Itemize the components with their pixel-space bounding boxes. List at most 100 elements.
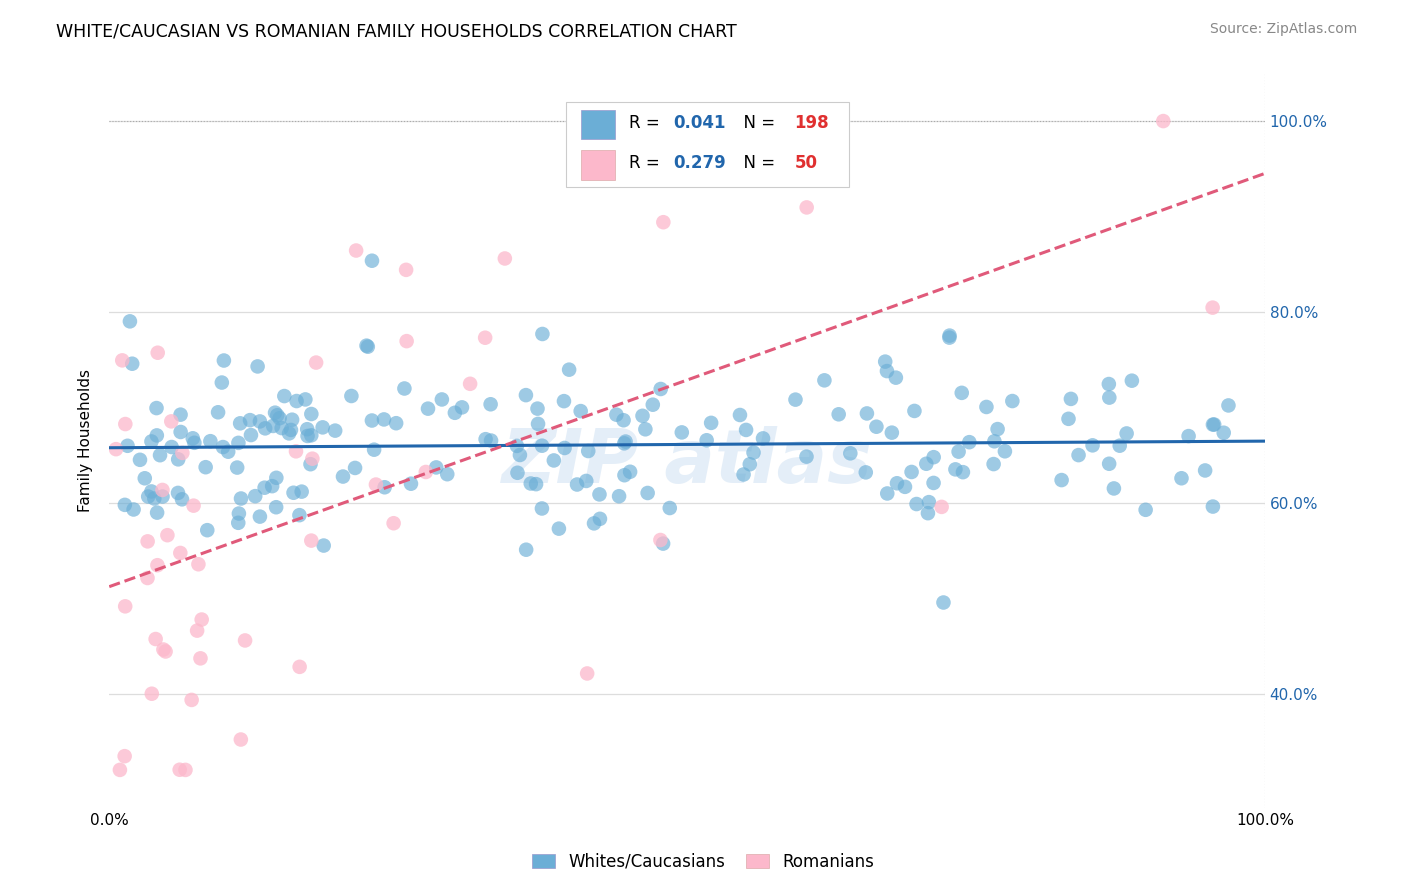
Point — [395, 263, 418, 277]
Point — [143, 491, 166, 506]
Point — [588, 487, 610, 501]
Point — [983, 457, 1005, 471]
Point — [931, 500, 953, 514]
Point — [813, 373, 835, 387]
Point — [141, 484, 163, 499]
Point — [183, 499, 205, 513]
Point — [226, 516, 249, 530]
Point — [785, 392, 807, 407]
Point — [169, 425, 191, 439]
Point — [172, 446, 194, 460]
Point — [796, 450, 818, 464]
Point — [160, 440, 183, 454]
Point — [983, 434, 1005, 449]
Point — [264, 406, 287, 420]
Point — [554, 441, 576, 455]
Point — [167, 486, 190, 500]
Point — [294, 392, 316, 407]
Point — [474, 331, 496, 345]
Point — [186, 624, 208, 638]
Point — [269, 411, 291, 425]
Point — [239, 413, 262, 427]
Point — [174, 763, 197, 777]
Text: Source: ZipAtlas.com: Source: ZipAtlas.com — [1209, 22, 1357, 37]
Point — [515, 542, 537, 557]
Point — [180, 693, 202, 707]
Point — [149, 448, 172, 462]
Point — [922, 450, 945, 465]
Point — [117, 439, 139, 453]
Point — [855, 466, 877, 480]
Point — [344, 244, 367, 258]
Point — [105, 442, 128, 457]
Point — [515, 388, 537, 402]
Point — [918, 495, 941, 509]
Point — [200, 434, 222, 449]
Point — [187, 558, 209, 572]
Point — [1057, 412, 1080, 426]
Point — [169, 546, 191, 560]
Point — [228, 436, 250, 450]
Point — [288, 508, 311, 523]
Point — [361, 413, 384, 427]
Point — [266, 409, 288, 423]
Point — [399, 476, 422, 491]
Point — [976, 400, 998, 414]
Point — [1152, 114, 1174, 128]
Text: N =: N = — [734, 114, 780, 132]
Point — [752, 431, 775, 445]
Point — [1115, 426, 1137, 441]
Point — [1177, 429, 1199, 443]
Point — [945, 462, 967, 476]
Point — [233, 633, 256, 648]
Point — [631, 409, 654, 423]
Point — [605, 408, 627, 422]
Point — [430, 392, 453, 407]
Point — [650, 533, 672, 547]
Point — [285, 394, 308, 409]
Point — [494, 252, 516, 266]
Point — [229, 732, 252, 747]
Point — [229, 417, 252, 431]
Point — [519, 476, 541, 491]
Point — [1050, 473, 1073, 487]
Point — [195, 523, 218, 537]
Point — [938, 330, 960, 344]
Point — [527, 417, 550, 431]
Point — [239, 428, 262, 442]
Text: 0.041: 0.041 — [673, 114, 725, 132]
Point — [1060, 392, 1083, 406]
Point — [374, 480, 396, 494]
Point — [938, 328, 960, 343]
Point — [357, 340, 380, 354]
Point — [637, 486, 659, 500]
Point — [160, 414, 183, 428]
Point — [332, 469, 354, 483]
Point — [742, 445, 765, 459]
Point — [363, 442, 385, 457]
Point — [652, 536, 675, 550]
Text: WHITE/CAUCASIAN VS ROMANIAN FAMILY HOUSEHOLDS CORRELATION CHART: WHITE/CAUCASIAN VS ROMANIAN FAMILY HOUSE… — [56, 22, 737, 40]
Point — [297, 422, 319, 436]
Point — [1121, 374, 1143, 388]
Point — [613, 468, 636, 483]
Point — [299, 428, 322, 442]
Point — [839, 446, 862, 460]
Point — [152, 490, 174, 504]
Point — [249, 414, 271, 428]
Point — [506, 439, 529, 453]
Point — [582, 516, 605, 531]
Point — [217, 444, 239, 458]
Point — [134, 471, 156, 485]
Point — [167, 452, 190, 467]
Point — [146, 345, 169, 359]
Point — [458, 376, 481, 391]
Point — [884, 370, 907, 384]
Point — [671, 425, 693, 440]
Point — [738, 457, 761, 471]
Point — [451, 401, 474, 415]
Point — [576, 666, 599, 681]
Point — [169, 408, 191, 422]
FancyBboxPatch shape — [581, 150, 616, 179]
Point — [903, 404, 925, 418]
